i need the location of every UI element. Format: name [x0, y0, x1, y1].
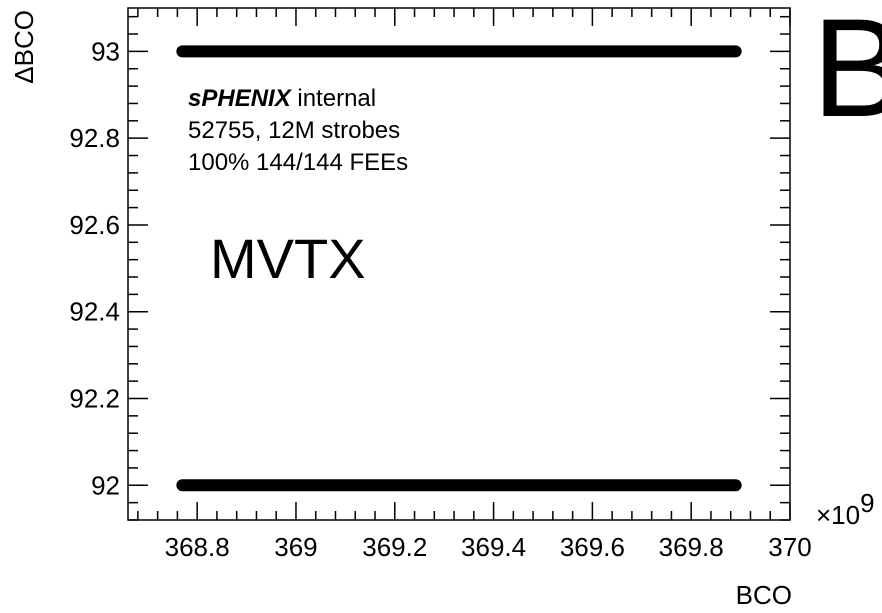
plot-frame: [127, 7, 791, 521]
x-tick-label: 369.8: [659, 532, 724, 562]
y-tick-label: 92.4: [69, 297, 120, 327]
x-tick-label: 369: [274, 532, 317, 562]
x-tick-label: 369.2: [362, 532, 427, 562]
x-axis-title: BCO: [736, 580, 792, 610]
x-axis-multiplier: ×109: [816, 488, 875, 530]
x-axis-ticks: [137, 8, 791, 520]
x-axis-multiplier-exponent: 9: [860, 488, 874, 518]
run-info-label: 52755, 12M strobes: [188, 117, 400, 144]
x-axis-multiplier-base: ×10: [816, 500, 860, 530]
y-tick-label: 92.8: [69, 123, 120, 153]
y-tick-label: 93: [91, 36, 120, 66]
y-axis-title: ΔBCO: [9, 10, 39, 84]
fee-info-label: 100% 144/144 FEEs: [188, 149, 408, 176]
experiment-label: sPHENIX internal: [188, 85, 376, 112]
x-tick-label: 369.4: [461, 532, 526, 562]
panel-letter: B: [812, 0, 882, 146]
detector-label: MVTX: [210, 227, 366, 290]
x-tick-label: 370: [768, 532, 811, 562]
y-tick-label: 92: [91, 470, 120, 500]
y-tick-label: 92.6: [69, 210, 120, 240]
x-axis-tick-labels: 368.8 369 369.2 369.4 369.6 369.8 370: [165, 532, 812, 562]
data-series: [176, 45, 742, 492]
y-tick-label: 92.2: [69, 384, 120, 414]
experiment-status: internal: [297, 85, 376, 112]
x-tick-label: 368.8: [165, 532, 230, 562]
experiment-name: sPHENIX: [188, 85, 293, 112]
x-tick-label: 369.6: [560, 532, 625, 562]
y-axis-ticks: [128, 15, 790, 521]
y-axis-tick-labels: 92 92.2 92.4 92.6 92.8 93: [69, 36, 120, 500]
